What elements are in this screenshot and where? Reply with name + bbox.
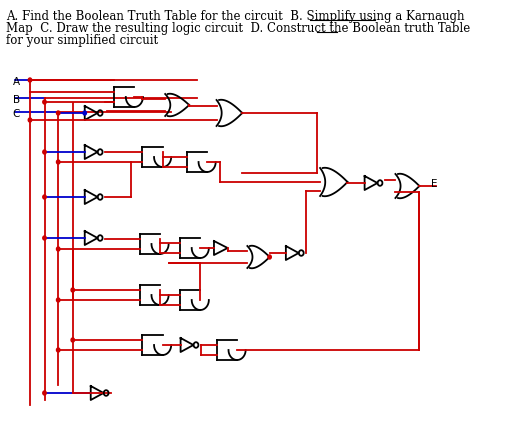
Circle shape bbox=[57, 160, 60, 164]
Circle shape bbox=[57, 247, 60, 251]
Text: C: C bbox=[13, 109, 20, 119]
Text: for your simplified circuit: for your simplified circuit bbox=[6, 34, 158, 47]
Circle shape bbox=[57, 111, 60, 115]
Circle shape bbox=[28, 78, 32, 82]
Circle shape bbox=[57, 298, 60, 302]
Text: Map  C. Draw the resulting logic circuit  D. Construct the Boolean truth Table: Map C. Draw the resulting logic circuit … bbox=[6, 22, 470, 35]
Circle shape bbox=[43, 195, 46, 199]
Circle shape bbox=[268, 255, 271, 259]
Circle shape bbox=[43, 391, 46, 395]
Circle shape bbox=[28, 118, 32, 122]
Circle shape bbox=[71, 338, 75, 342]
Circle shape bbox=[71, 288, 75, 292]
Text: A: A bbox=[13, 77, 20, 87]
Circle shape bbox=[57, 348, 60, 352]
Text: E: E bbox=[430, 179, 437, 189]
Circle shape bbox=[43, 236, 46, 240]
Text: B: B bbox=[13, 95, 20, 105]
Circle shape bbox=[83, 111, 86, 115]
Text: A. Find the Boolean Truth Table for the circuit  B. Simplify using a Karnaugh: A. Find the Boolean Truth Table for the … bbox=[6, 10, 464, 23]
Circle shape bbox=[43, 100, 46, 104]
Circle shape bbox=[43, 150, 46, 154]
